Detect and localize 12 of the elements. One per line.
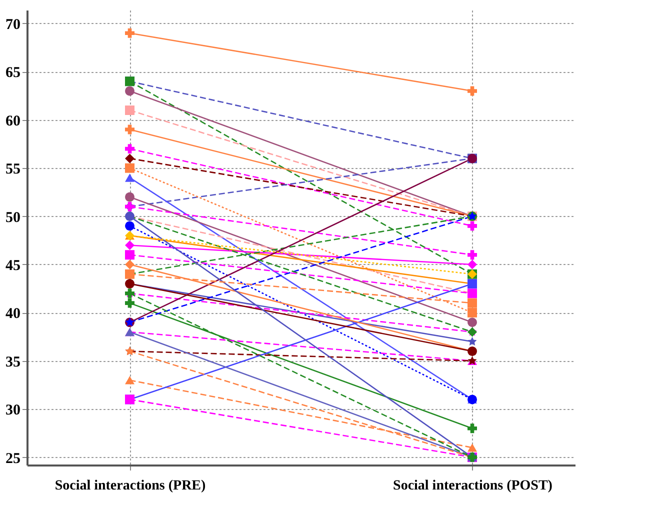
x-tick-label: Social interactions (PRE) <box>54 478 206 494</box>
y-tick-label: 35 <box>6 354 20 370</box>
y-tick-label: 25 <box>6 450 20 467</box>
y-tick-label: 55 <box>6 162 20 178</box>
y-tick-label: 50 <box>6 210 20 226</box>
y-tick-label: 40 <box>6 306 20 322</box>
y-tick-label: 65 <box>6 65 20 82</box>
y-tick-label: 45 <box>6 258 20 274</box>
y-tick-label: 60 <box>6 113 20 130</box>
y-tick-label: 70 <box>6 16 20 33</box>
y-tick-label: 30 <box>6 402 20 419</box>
x-tick-label: Social interactions (POST) <box>393 478 553 494</box>
